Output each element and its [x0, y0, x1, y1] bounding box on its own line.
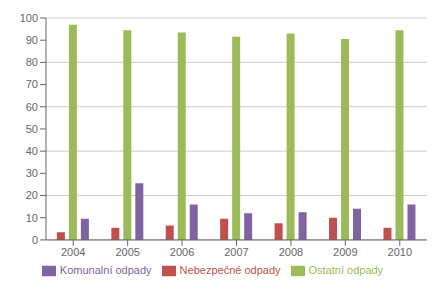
- svg-text:10: 10: [26, 212, 38, 224]
- svg-text:70: 70: [26, 78, 38, 90]
- svg-text:30: 30: [26, 167, 38, 179]
- html-text:Nebezpečné odpady: Nebezpečné odpady: [179, 263, 281, 276]
- svg-text:80: 80: [26, 56, 38, 68]
- svg-text:2009: 2009: [333, 246, 357, 258]
- html-text:Komunalní odpady: Komunalní odpady: [59, 263, 152, 276]
- html-text:Ostatní odpady: Ostatní odpady: [308, 263, 384, 276]
- svg-text:60: 60: [26, 101, 38, 113]
- svg-text:2008: 2008: [279, 246, 303, 258]
- svg-text:0: 0: [32, 234, 38, 246]
- svg-text:50: 50: [26, 123, 38, 135]
- svg-text:2010: 2010: [388, 246, 412, 258]
- svg-text:2006: 2006: [170, 246, 194, 258]
- svg-text:2005: 2005: [115, 246, 139, 258]
- svg-text:20: 20: [26, 189, 38, 201]
- svg-text:90: 90: [26, 34, 38, 46]
- svg-text:40: 40: [26, 145, 38, 157]
- svg-text:100: 100: [20, 12, 38, 24]
- svg-text:2007: 2007: [224, 246, 248, 258]
- svg-text:2004: 2004: [61, 246, 85, 258]
